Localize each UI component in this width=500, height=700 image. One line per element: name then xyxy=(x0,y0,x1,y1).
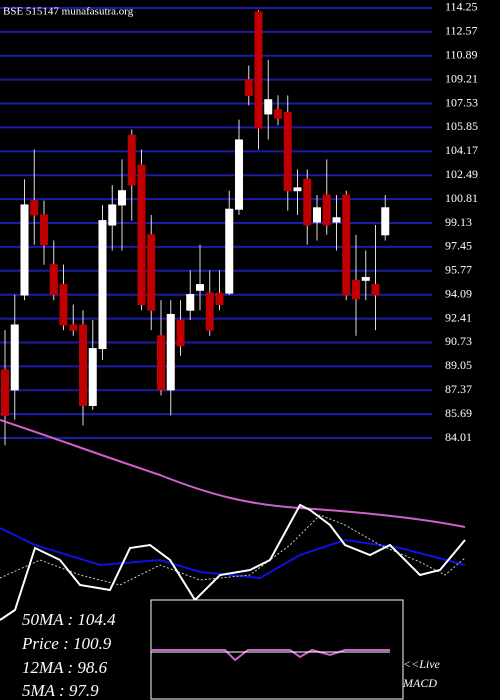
y-tick-label: 110.89 xyxy=(445,48,478,62)
candle-body xyxy=(186,294,195,311)
stat-text: Price : 100.9 xyxy=(21,634,112,653)
stat-text: 12MA : 98.6 xyxy=(22,658,108,677)
ma-line xyxy=(0,419,466,528)
candle-body xyxy=(108,204,117,226)
candle-body xyxy=(196,284,204,291)
candle-body xyxy=(20,204,29,296)
y-tick-label: 84.01 xyxy=(445,430,472,444)
indicator-panel xyxy=(0,419,466,621)
candle-body xyxy=(137,164,146,306)
candle-body xyxy=(361,276,370,281)
candle-body xyxy=(371,284,380,296)
ma-line xyxy=(0,527,466,580)
y-tick-label: 92.41 xyxy=(445,310,472,324)
candle-body xyxy=(235,139,243,210)
y-tick-label: 97.45 xyxy=(445,239,472,253)
stat-text: 50MA : 104.4 xyxy=(22,610,116,629)
candle-body xyxy=(1,369,9,416)
candles xyxy=(1,10,390,446)
candle-body xyxy=(79,324,87,406)
y-tick-label: 109.21 xyxy=(445,71,478,85)
candle-body xyxy=(147,234,156,311)
candle-body xyxy=(254,11,263,129)
candle-body xyxy=(215,292,224,306)
candle-body xyxy=(69,324,78,331)
candle-body xyxy=(40,214,48,246)
candle-body xyxy=(313,207,321,223)
y-tick-label: 100.81 xyxy=(445,191,478,205)
candle-body xyxy=(205,292,214,331)
y-tick-label: 102.49 xyxy=(445,167,478,181)
y-tick-label: 85.69 xyxy=(445,406,472,420)
y-tick-label: 87.37 xyxy=(445,382,472,396)
signal-line xyxy=(0,514,466,586)
y-tick-label: 112.57 xyxy=(445,24,478,38)
candle-body xyxy=(127,134,136,186)
y-tick-label: 107.53 xyxy=(445,95,478,109)
candle-body xyxy=(10,324,19,391)
y-tick-label: 89.05 xyxy=(445,358,472,372)
candle-body xyxy=(225,208,234,294)
y-tick-label: 105.85 xyxy=(445,119,478,133)
y-tick-label: 104.17 xyxy=(445,143,478,157)
candle-body xyxy=(293,187,302,192)
candle-body xyxy=(274,109,282,119)
macd-label: <<Live xyxy=(403,657,441,671)
y-tick-label: 99.13 xyxy=(445,215,472,229)
candle-body xyxy=(283,112,292,192)
candle-body xyxy=(118,190,126,206)
candle-body xyxy=(322,194,331,226)
y-tick-label: 95.77 xyxy=(445,263,472,277)
candle-body xyxy=(59,284,68,326)
macd-label: MACD xyxy=(402,676,437,690)
candle-body xyxy=(157,335,165,391)
candle-body xyxy=(342,194,351,296)
y-tick-label: 90.73 xyxy=(445,334,472,348)
candle-body xyxy=(264,99,273,115)
candle-body xyxy=(303,178,312,226)
candle-body xyxy=(88,348,97,406)
candle-body xyxy=(49,264,58,296)
chart-title: BSE 515147 munafasutra.org xyxy=(3,6,134,18)
candle-body xyxy=(244,79,253,96)
candle-body xyxy=(332,217,341,223)
y-tick-label: 94.09 xyxy=(445,286,472,300)
stat-text: 5MA : 97.9 xyxy=(22,681,99,700)
stats: 50MA : 104.4 Price : 100.9 12MA : 98.6 5… xyxy=(21,610,116,700)
candle-body xyxy=(381,207,390,236)
candle-body xyxy=(98,220,107,350)
candle-body xyxy=(166,313,175,391)
y-tick-label: 114.25 xyxy=(445,0,478,14)
price-line xyxy=(0,503,466,621)
candle-body xyxy=(176,319,185,347)
candle-body xyxy=(30,200,39,216)
candle-body xyxy=(352,279,360,300)
